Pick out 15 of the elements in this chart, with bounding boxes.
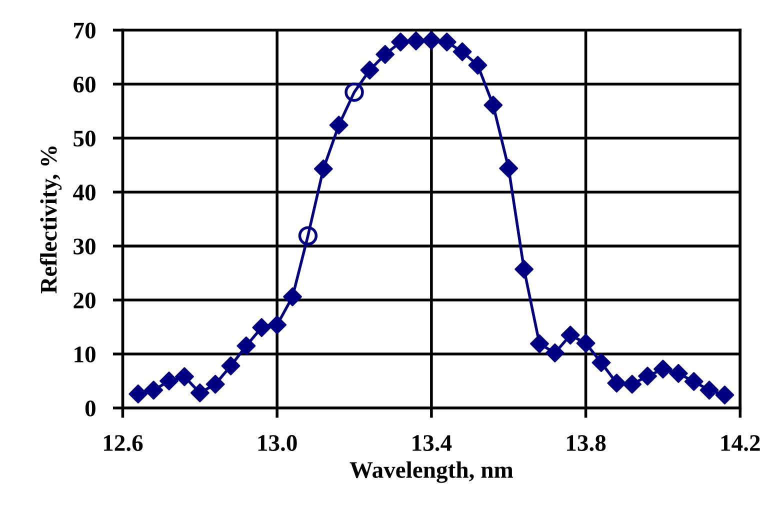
x-tick-label: 13.0 [258,435,297,452]
x-axis-title: Wavelength, nm [350,461,514,483]
x-tick-label: 13.8 [567,435,606,452]
y-axis-title: Reflectivity, % [40,146,62,294]
y-tick-label: 30 [74,238,96,254]
x-tick-label: 14.2 [721,435,760,452]
y-tick-label: 20 [74,292,96,308]
y-tick-label: 50 [74,130,96,147]
y-tick-label: 70 [74,22,96,39]
x-tick-label: 12.6 [104,435,143,452]
y-tick-label: 0 [85,400,96,416]
y-tick-label: 60 [74,76,96,93]
y-tick-label: 10 [74,346,96,362]
y-tick-label: 40 [73,184,96,200]
x-tick-label: 13.4 [412,435,452,452]
